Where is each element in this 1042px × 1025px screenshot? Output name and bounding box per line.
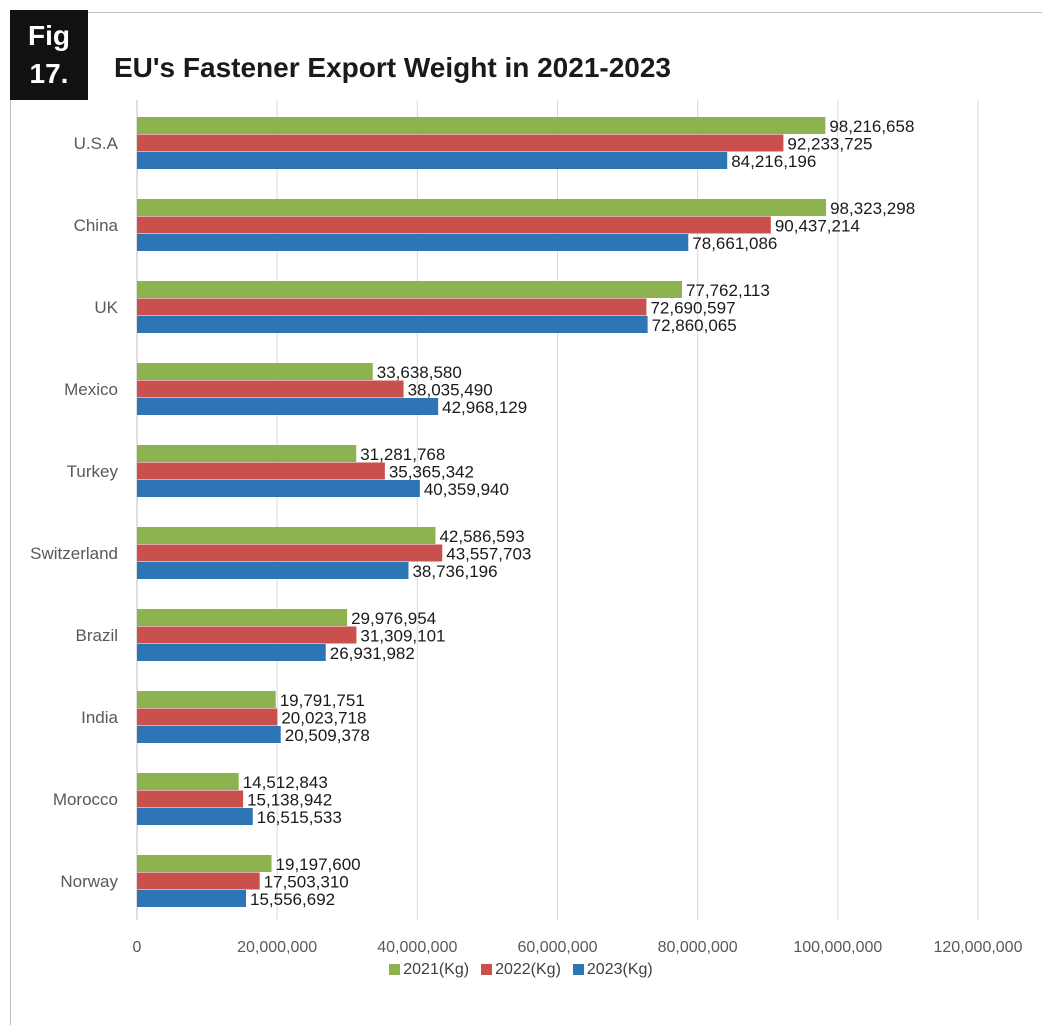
bar [137,609,348,626]
data-label: 78,661,086 [692,234,777,253]
legend-label: 2021(Kg) [403,961,470,978]
data-label: 40,359,940 [424,480,509,499]
data-label: 42,968,129 [442,398,527,417]
data-label: 98,323,298 [830,199,915,218]
data-label: 17,503,310 [264,873,349,892]
data-label: 43,557,703 [446,545,531,564]
chart-legend: 2021(Kg) 2022(Kg) 2023(Kg) [0,961,1042,979]
category-label: India [81,708,118,727]
bar [137,773,239,790]
bar [137,281,682,298]
category-label: Norway [60,872,118,891]
legend-item: 2021(Kg) [389,961,469,979]
x-tick-label: 20,000,000 [237,939,317,956]
figure-badge-line2: 17. [29,58,69,89]
bar [137,544,443,562]
data-label: 84,216,196 [731,152,816,171]
data-label: 98,216,658 [829,117,914,136]
category-label: UK [94,298,118,317]
legend-label: 2023(Kg) [586,961,653,978]
data-label: 31,309,101 [360,627,445,646]
category-label: Mexico [64,380,118,399]
data-label: 29,976,954 [351,609,436,628]
bar [137,316,648,333]
bar [137,790,244,808]
bar [137,199,827,216]
bar [137,644,326,661]
legend-item: 2023(Kg) [572,961,653,979]
category-label: U.S.A [74,134,119,153]
x-tick-label: 40,000,000 [377,939,457,956]
bar [137,872,260,890]
data-label: 31,281,768 [360,445,445,464]
data-label: 20,509,378 [285,726,370,745]
data-label: 90,437,214 [775,217,860,236]
data-label: 20,023,718 [281,709,366,728]
data-label: 16,515,533 [257,808,342,827]
data-label: 19,791,751 [280,691,365,710]
chart-frame [10,12,1042,1025]
category-label: Brazil [75,626,118,645]
bar [137,527,436,544]
legend-swatch [481,964,493,975]
figure-badge: Fig 17. [10,10,88,100]
bar [137,890,247,907]
bar [137,480,420,497]
data-label: 92,233,725 [787,135,872,154]
x-tick-label: 80,000,000 [658,939,738,956]
bar [137,216,771,234]
x-tick-label: 120,000,000 [934,939,1023,956]
data-label: 15,138,942 [247,791,332,810]
bar [137,380,404,398]
bar [137,726,281,743]
bar [137,708,278,726]
bar [137,298,647,316]
bar [137,562,409,579]
data-label: 15,556,692 [250,890,335,909]
x-tick-label: 0 [133,939,142,956]
bar [137,152,728,169]
data-label: 19,197,600 [276,855,361,874]
data-label: 38,035,490 [408,381,493,400]
data-label: 72,690,597 [650,299,735,318]
legend-swatch [389,964,401,975]
bar [137,234,689,251]
bar [137,445,357,462]
category-label: Morocco [53,790,118,809]
category-label: China [74,216,119,235]
data-label: 26,931,982 [330,644,415,663]
data-label: 42,586,593 [439,527,524,546]
bar [137,363,373,380]
bar [137,398,439,415]
bar [137,134,784,152]
category-label: Turkey [67,462,119,481]
bar [137,808,253,825]
figure-badge-line1: Fig [28,20,70,51]
legend-label: 2022(Kg) [495,961,561,978]
bar [137,626,357,644]
bar [137,462,385,480]
chart-title: EU's Fastener Export Weight in 2021-2023 [114,52,672,83]
data-label: 14,512,843 [243,773,328,792]
bar [137,691,276,708]
legend-item: 2022(Kg) [481,961,561,979]
x-tick-label: 100,000,000 [793,939,882,956]
data-label: 38,736,196 [412,562,497,581]
data-label: 35,365,342 [389,463,474,482]
x-tick-label: 60,000,000 [517,939,597,956]
data-label: 33,638,580 [377,363,462,382]
data-label: 77,762,113 [686,281,770,300]
data-label: 72,860,065 [652,316,737,335]
bar [137,117,826,134]
bar [137,855,272,872]
legend-swatch [572,964,584,975]
category-label: Switzerland [30,544,118,563]
